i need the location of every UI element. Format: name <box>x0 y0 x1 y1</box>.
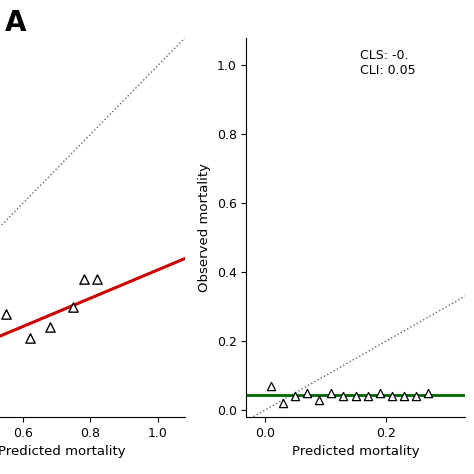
X-axis label: Predicted mortality: Predicted mortality <box>292 446 419 458</box>
Point <box>339 392 347 400</box>
Point <box>424 389 432 397</box>
Point <box>291 392 299 400</box>
Point <box>328 389 335 397</box>
Point <box>26 334 33 342</box>
Text: CLS: -0.
CLI: 0.05: CLS: -0. CLI: 0.05 <box>360 49 416 77</box>
Point <box>352 392 359 400</box>
Point <box>2 310 9 318</box>
Point <box>46 324 54 331</box>
Point <box>70 303 77 310</box>
Point <box>279 400 287 407</box>
Point <box>93 275 101 283</box>
Text: A: A <box>5 9 26 37</box>
Point <box>400 392 408 400</box>
Point <box>80 275 87 283</box>
Point <box>376 389 383 397</box>
Point <box>315 396 323 404</box>
Point <box>303 389 311 397</box>
Point <box>267 383 274 390</box>
Point <box>412 392 420 400</box>
Point <box>364 392 372 400</box>
X-axis label: Predicted mortality: Predicted mortality <box>0 446 126 458</box>
Point <box>388 392 396 400</box>
Y-axis label: Observed mortality: Observed mortality <box>198 163 211 292</box>
